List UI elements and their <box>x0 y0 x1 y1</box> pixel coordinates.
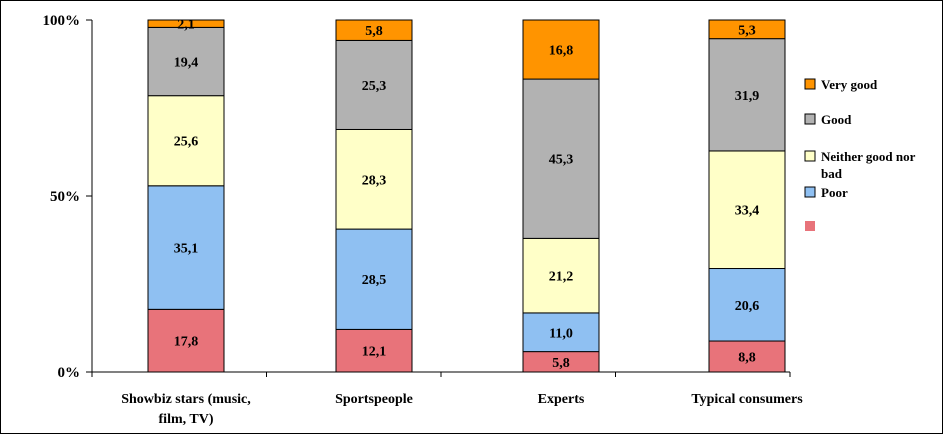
legend-label: bad <box>821 166 843 181</box>
y-tick-label: 100% <box>43 13 81 29</box>
data-label: 17,8 <box>174 335 199 350</box>
bar-segment-s2 <box>522 312 600 353</box>
bar-segment-s2 <box>708 268 786 342</box>
bar-segment-s2 <box>335 228 413 330</box>
bar-segment-s5 <box>522 19 600 80</box>
data-label: 45,3 <box>549 153 574 168</box>
x-category-label: Sportspeople <box>335 392 413 407</box>
y-tick-label: 50% <box>50 189 80 205</box>
legend-label: Poor <box>821 185 848 200</box>
data-label: 16,8 <box>549 44 574 59</box>
bar-segment-s3 <box>522 237 600 314</box>
bar-segment-s4 <box>522 78 600 239</box>
bar-segment-s3 <box>147 95 225 187</box>
bar-segment-s3 <box>708 150 786 270</box>
data-label: 28,5 <box>362 273 387 288</box>
y-tick-label: 0% <box>58 365 81 381</box>
data-label: 31,9 <box>735 89 760 104</box>
legend-label: Good <box>821 112 852 127</box>
data-label: 5,8 <box>365 24 383 39</box>
data-label: 25,3 <box>362 79 387 94</box>
data-label: 5,8 <box>552 356 570 371</box>
legend-label: Very good <box>821 77 878 92</box>
x-category-label: Typical consumers <box>691 392 803 407</box>
data-label: 5,3 <box>738 23 756 38</box>
legend-swatch-s3 <box>804 150 816 162</box>
bar-segment-s1 <box>147 308 225 373</box>
data-label: 25,6 <box>174 135 199 150</box>
data-label: 2,1 <box>177 18 195 33</box>
x-category-label: film, TV) <box>159 412 214 427</box>
legend-swatch-s4 <box>804 113 816 125</box>
data-label: 11,0 <box>549 326 573 341</box>
bar-segment-s4 <box>708 38 786 152</box>
bar-segment-s1 <box>335 328 413 373</box>
data-label: 12,1 <box>362 345 387 360</box>
legend-box <box>797 72 937 238</box>
x-category-label: Experts <box>538 392 585 407</box>
bar-segment-s4 <box>147 26 225 97</box>
bar-segment-s2 <box>147 185 225 310</box>
bar-segment-s1 <box>708 340 786 373</box>
data-label: 20,6 <box>735 299 760 314</box>
bar-segment-s5 <box>708 19 786 40</box>
legend-swatch-s2 <box>804 186 816 198</box>
data-label: 35,1 <box>174 242 199 257</box>
bar-segment-s4 <box>335 39 413 130</box>
data-label: 33,4 <box>735 204 760 219</box>
legend-swatch-s5 <box>804 78 816 90</box>
bar-segment-s5 <box>147 19 225 28</box>
legend-label: Neither good nor <box>821 149 916 164</box>
data-label: 19,4 <box>174 56 199 71</box>
bar-segment-s5 <box>335 19 413 41</box>
data-label: 21,2 <box>549 270 574 285</box>
data-label: 28,3 <box>362 173 387 188</box>
data-label: 8,8 <box>738 351 756 366</box>
x-category-label: Showbiz stars (music, <box>121 392 251 407</box>
legend-swatch-s1 <box>805 221 815 231</box>
